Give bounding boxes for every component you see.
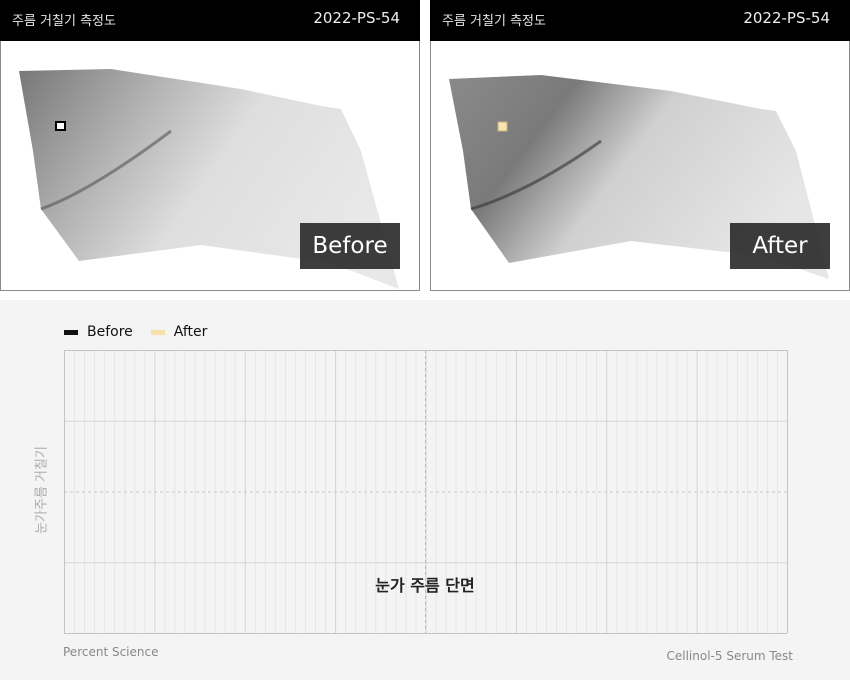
legend-swatch-before — [64, 329, 78, 335]
panel-id: 2022-PS-54 — [313, 9, 400, 27]
before-label: Before — [300, 223, 400, 269]
measure-marker — [55, 121, 66, 131]
cross-section-chart: Before After 눈가주름 거칠기 눈가 주름 단면 Percent S… — [0, 300, 850, 680]
after-panel: 주름 거칠기 측정도 2022-PS-54 After — [430, 0, 850, 291]
before-panel: 주름 거칠기 측정도 2022-PS-54 Before — [0, 0, 420, 291]
plot-area — [64, 350, 788, 634]
footer-test-name: Cellinol-5 Serum Test — [666, 649, 794, 663]
legend-label: Before — [87, 324, 133, 340]
after-label: After — [730, 223, 830, 269]
panel-header: 주름 거칠기 측정도 2022-PS-54 — [0, 0, 420, 41]
panel-title: 주름 거칠기 측정도 — [442, 14, 546, 29]
legend-before: Before — [64, 324, 133, 340]
panel-header: 주름 거칠기 측정도 2022-PS-54 — [430, 0, 850, 41]
chart-annotation: 눈가 주름 단면 — [375, 576, 475, 595]
legend-after: After — [150, 324, 208, 340]
footer-brand: Percent Science — [63, 645, 159, 659]
panel-id: 2022-PS-54 — [743, 9, 830, 27]
legend-swatch-after — [150, 329, 165, 335]
measure-marker — [497, 121, 508, 132]
legend-label: After — [173, 324, 208, 340]
legend: Before After — [64, 324, 207, 340]
y-axis-label: 눈가주름 거칠기 — [34, 446, 50, 534]
panel-title: 주름 거칠기 측정도 — [12, 14, 116, 29]
